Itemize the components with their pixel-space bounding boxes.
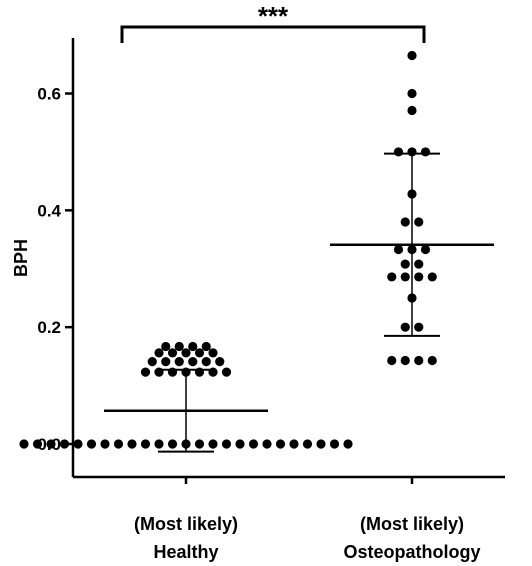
data-point [167, 348, 178, 358]
data-point [208, 348, 218, 358]
y-tick-label: 0.2 [37, 318, 61, 337]
data-point [393, 244, 404, 255]
data-point [248, 439, 259, 449]
group-2 [330, 50, 494, 366]
data-point [181, 439, 191, 449]
data-point [100, 439, 110, 449]
data-point [221, 439, 232, 449]
data-point [393, 147, 404, 157]
data-point [427, 272, 437, 282]
data-point [407, 293, 417, 303]
data-point [147, 357, 157, 367]
data-point [113, 439, 124, 449]
data-point [73, 439, 83, 449]
data-point [174, 357, 184, 367]
data-point [221, 367, 232, 377]
axes [71, 38, 505, 484]
data-point [329, 439, 340, 449]
data-point [414, 355, 424, 366]
data-point [414, 259, 424, 269]
data-point [400, 355, 410, 366]
data-point [201, 341, 211, 352]
data-point [32, 439, 43, 449]
data-point [167, 367, 178, 377]
data-point [407, 244, 417, 255]
data-point [188, 357, 198, 367]
data-point [194, 367, 205, 377]
data-point [86, 439, 97, 449]
data-point [174, 341, 184, 352]
data-point [407, 147, 417, 157]
bracket-line [120, 25, 426, 43]
significance-bracket: *** [120, 1, 426, 43]
data-point [414, 217, 424, 227]
data-point [161, 357, 171, 367]
x-label-line1: (Most likely) [134, 514, 238, 534]
y-ticks: 0.00.20.40.6 [37, 85, 73, 454]
data-point [201, 357, 211, 367]
data-point [400, 322, 410, 332]
data-point [235, 439, 245, 449]
data-point [387, 272, 397, 282]
x-label-line2: Osteopathology [343, 542, 480, 562]
data-point [154, 367, 164, 377]
data-point [215, 357, 225, 367]
x-label-line1: (Most likely) [360, 514, 464, 534]
data-point [127, 439, 137, 449]
group-1 [19, 341, 353, 453]
data-point [420, 147, 431, 157]
data-point [407, 88, 417, 99]
data-point [316, 439, 326, 449]
x-label-line2: Healthy [153, 542, 218, 562]
data-point [289, 439, 299, 449]
data-point [414, 322, 424, 332]
data-point [400, 272, 410, 282]
data-point [387, 355, 397, 366]
data-point [208, 367, 218, 377]
data-point [59, 439, 70, 449]
data-point [181, 348, 191, 358]
data-point [46, 439, 56, 449]
data-point [343, 439, 353, 449]
data-point [161, 341, 171, 352]
data-point [407, 189, 417, 199]
y-tick-label: 0.4 [37, 201, 61, 220]
data-point [181, 367, 191, 377]
data-point [208, 439, 218, 449]
data-point [188, 341, 198, 352]
data-point [194, 348, 205, 358]
data-point [19, 439, 29, 449]
data-point [262, 439, 272, 449]
y-tick-label: 0.6 [37, 85, 61, 104]
data-point [407, 105, 417, 116]
y-axis-label: BPH [11, 239, 31, 277]
data-point [154, 439, 164, 449]
data-point [400, 217, 410, 227]
data-point [167, 439, 178, 449]
data-point [154, 348, 164, 358]
data-point [427, 355, 437, 366]
data-point [140, 439, 151, 449]
x-labels: (Most likely) Healthy (Most likely) Osteopa… [134, 514, 481, 562]
data-point [414, 272, 424, 282]
data-point [420, 244, 431, 255]
data-point [140, 367, 151, 377]
data-point [275, 439, 286, 449]
groups [19, 50, 494, 453]
data-point [400, 259, 410, 269]
data-point [194, 439, 205, 449]
data-point [302, 439, 313, 449]
data-point [407, 50, 417, 61]
